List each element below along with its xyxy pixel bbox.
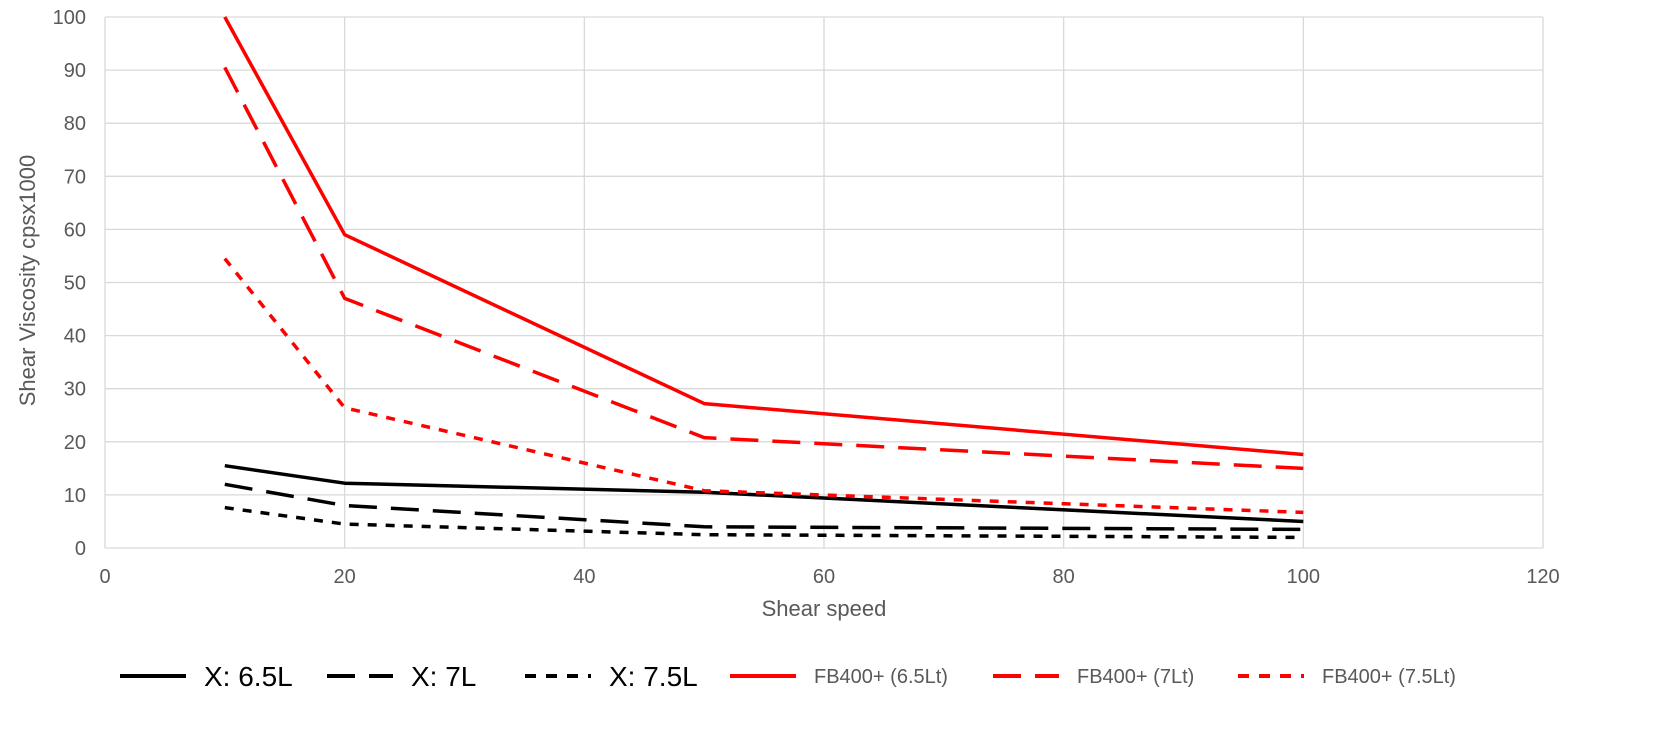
y-tick-label: 100 xyxy=(53,7,86,29)
y-tick-label: 40 xyxy=(64,326,86,348)
series-line-2 xyxy=(224,482,1304,532)
series-line-4 xyxy=(223,16,1304,457)
y-axis-title: Shear Viscosity cpsx1000 xyxy=(15,155,40,407)
y-axis-tick-labels: 0 10 20 30 40 50 60 70 80 90 100 xyxy=(53,7,86,560)
y-tick-label: 60 xyxy=(64,219,86,241)
series-line-1 xyxy=(224,463,1304,524)
y-tick-label: 20 xyxy=(64,432,86,454)
y-tick-label: 10 xyxy=(64,485,86,507)
legend-label: X: 7L xyxy=(411,661,476,692)
y-tick-label: 80 xyxy=(64,113,86,135)
x-tick-label: 120 xyxy=(1526,566,1559,588)
y-tick-label: 70 xyxy=(64,166,86,188)
y-tick-label: 50 xyxy=(64,273,86,295)
x-tick-label: 40 xyxy=(573,566,595,588)
series-line-5 xyxy=(223,66,1304,471)
legend-label: FB400+ (7.5Lt) xyxy=(1322,666,1456,688)
series-line-3 xyxy=(224,505,1304,540)
legend-label: FB400+ (7Lt) xyxy=(1077,666,1194,688)
x-tick-label: 80 xyxy=(1053,566,1075,588)
x-tick-label: 20 xyxy=(334,566,356,588)
y-tick-label: 0 xyxy=(75,538,86,560)
x-axis-title: Shear speed xyxy=(762,596,887,621)
legend: X: 6.5L X: 7L X: 7.5L FB400+ (6.5Lt) FB400+ … xyxy=(120,661,1456,692)
y-tick-label: 30 xyxy=(64,379,86,401)
legend-label: X: 7.5L xyxy=(609,661,698,692)
legend-label: X: 6.5L xyxy=(204,661,293,692)
x-tick-label: 60 xyxy=(813,566,835,588)
x-axis-tick-labels: 0 20 40 60 80 100 120 xyxy=(99,566,1559,588)
series-lines xyxy=(223,16,1304,540)
legend-label: FB400+ (6.5Lt) xyxy=(814,666,948,688)
series-line-6 xyxy=(223,257,1304,515)
gridlines xyxy=(104,16,1544,549)
x-tick-label: 0 xyxy=(99,566,110,588)
y-tick-label: 90 xyxy=(64,60,86,82)
x-tick-label: 100 xyxy=(1287,566,1320,588)
